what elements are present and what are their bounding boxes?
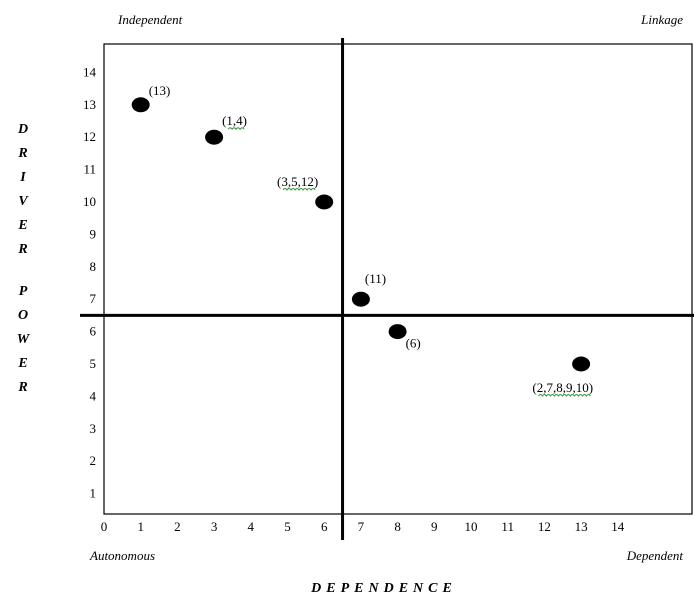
y-tick-label: 9 [90, 226, 97, 241]
y-axis-title-letter: D [17, 122, 28, 137]
data-point-label: (13) [149, 83, 171, 98]
y-axis-title-letter: E [17, 218, 27, 233]
x-tick-label: 7 [358, 519, 365, 534]
data-point-label: (11) [365, 271, 386, 286]
x-tick-label: 2 [174, 519, 181, 534]
y-tick-label: 14 [83, 64, 97, 79]
spellcheck-underline [282, 188, 316, 191]
x-tick-label: 0 [101, 519, 108, 534]
quadrant-label-autonomous: Autonomous [89, 548, 155, 563]
spellcheck-underline [227, 127, 245, 131]
x-tick-label: 5 [284, 519, 291, 534]
data-points: (13) (1,4) (3,5,12) (11) (6) (2,7,8,9,10) [131, 83, 593, 397]
y-axis-title-letter: E [17, 356, 27, 371]
y-tick-label: 5 [90, 356, 97, 371]
spellcheck-underline [538, 394, 591, 397]
y-tick-label: 13 [83, 97, 96, 112]
data-point-marker [205, 129, 224, 145]
y-axis-title-letter: O [18, 308, 28, 323]
x-tick-label: 4 [248, 519, 255, 534]
x-tick-label: 11 [501, 519, 514, 534]
y-tick-label: 3 [90, 421, 97, 436]
y-tick-label: 8 [90, 259, 97, 274]
y-axis-title-letter: I [19, 170, 26, 185]
y-tick-label: 2 [90, 453, 97, 468]
quadrant-label-linkage: Linkage [640, 12, 683, 27]
data-point-marker [131, 97, 150, 113]
y-axis-title-letter: R [17, 380, 27, 395]
y-axis-title-letter: V [18, 194, 29, 209]
x-tick-label: 8 [394, 519, 401, 534]
data-point-marker [572, 356, 591, 372]
data-point-label: (1,4) [222, 113, 247, 128]
quadrant-label-independent: Independent [117, 12, 183, 27]
x-tick-label: 14 [611, 519, 625, 534]
x-tick-label: 10 [465, 519, 478, 534]
y-axis-title-letter: R [17, 146, 27, 161]
x-tick-label: 13 [575, 519, 588, 534]
x-axis-ticks: 0 1 2 3 4 5 6 7 8 9 10 11 12 13 14 [101, 519, 625, 534]
y-tick-label: 1 [90, 486, 97, 501]
x-tick-label: 3 [211, 519, 218, 534]
quadrant-label-dependent: Dependent [626, 548, 684, 563]
data-point-label: (2,7,8,9,10) [532, 380, 593, 395]
data-point-marker [315, 194, 334, 210]
y-tick-label: 11 [83, 162, 96, 177]
data-point-label: (6) [406, 336, 421, 351]
x-tick-label: 6 [321, 519, 328, 534]
y-axis-title-letter: R [17, 242, 27, 257]
y-axis-title-letter: P [19, 284, 28, 299]
y-tick-label: 10 [83, 194, 96, 209]
y-tick-label: 7 [90, 291, 97, 306]
plot-area-frame [103, 43, 693, 515]
y-tick-label: 12 [83, 129, 96, 144]
x-axis-title: DEPENDENCE [310, 581, 457, 596]
x-tick-label: 9 [431, 519, 438, 534]
data-point-marker [388, 324, 407, 340]
y-axis-title-letter: W [17, 332, 31, 347]
x-tick-label: 1 [137, 519, 144, 534]
data-point-marker [351, 291, 370, 307]
x-tick-label: 12 [538, 519, 551, 534]
data-point-label: (3,5,12) [277, 174, 318, 189]
y-tick-label: 4 [90, 388, 97, 403]
y-tick-label: 6 [90, 324, 97, 339]
